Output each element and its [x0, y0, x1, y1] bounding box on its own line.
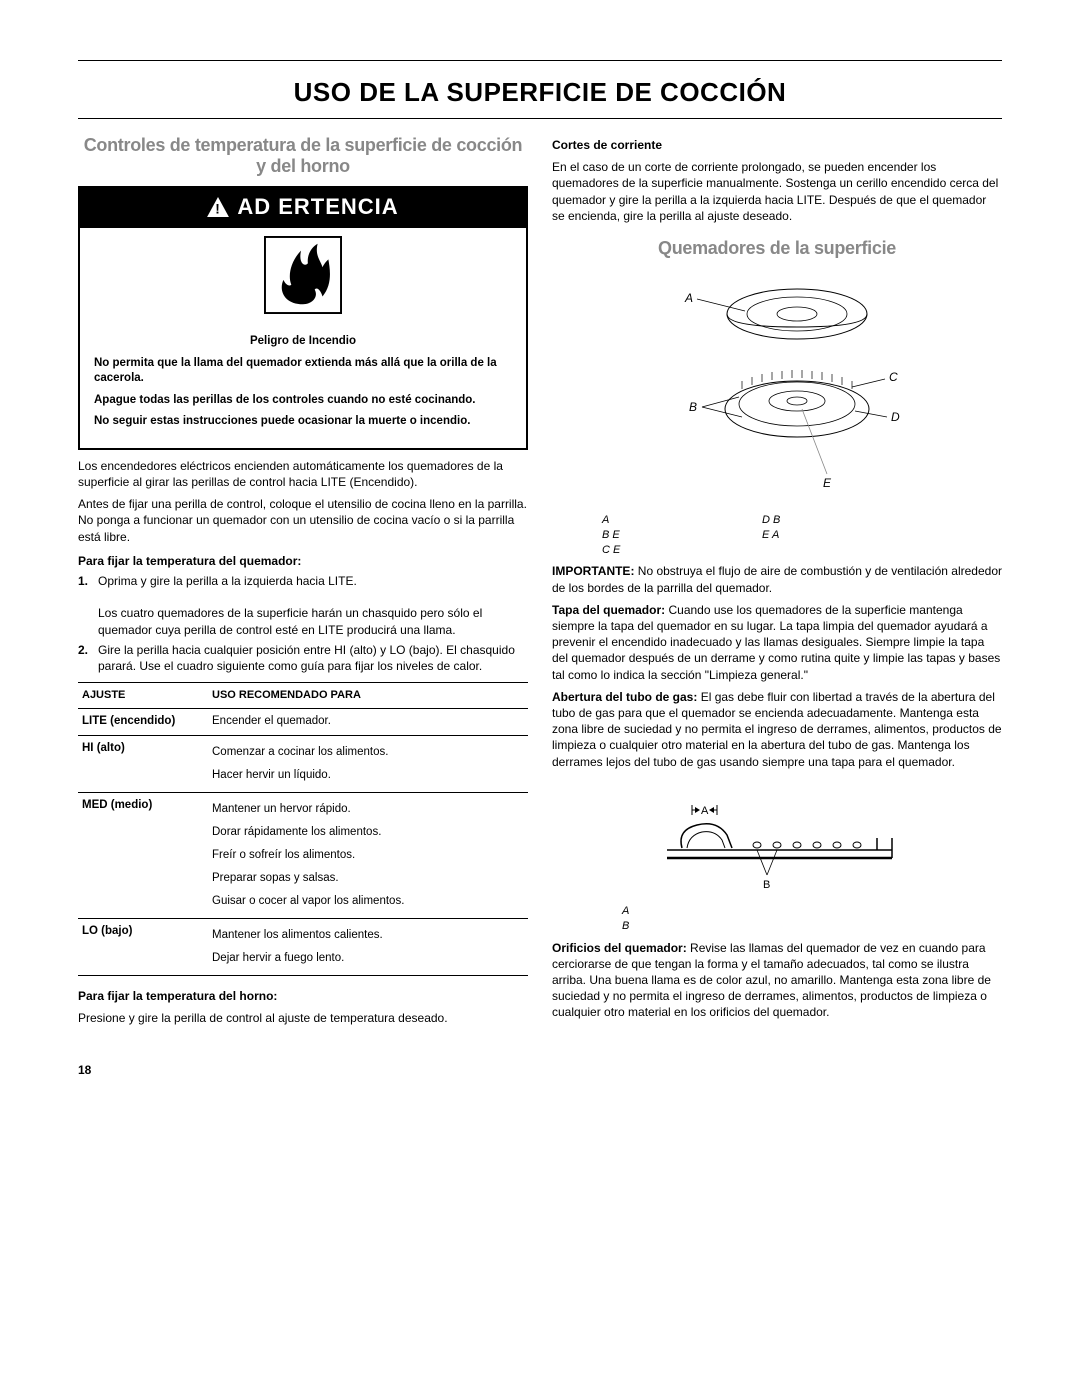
table-cell-setting: LITE (encendido): [78, 709, 208, 736]
table-cell-usage: Mantener un hervor rápido.Dorar rápidame…: [208, 792, 528, 918]
warning-header: ! AD ERTENCIA: [80, 188, 526, 228]
svg-text:!: !: [216, 202, 221, 217]
body-text: Presione y gire la perilla de control al…: [78, 1010, 528, 1026]
body-text: Abertura del tubo de gas: El gas debe fl…: [552, 689, 1002, 770]
table-cell-setting: LO (bajo): [78, 918, 208, 975]
body-text: Los encendedores eléctricos encienden au…: [78, 458, 528, 490]
warning-triangle-icon: !: [207, 197, 229, 217]
burner-diagram: A B C: [552, 269, 1002, 503]
section-heading-controls: Controles de temperatura de la superfici…: [78, 135, 528, 176]
sub-heading: Para fijar la temperatura del horno:: [78, 988, 528, 1004]
table-cell-setting: MED (medio): [78, 792, 208, 918]
body-text: Antes de fijar una perilla de control, c…: [78, 496, 528, 545]
warning-line: Peligro de Incendio: [94, 334, 512, 350]
svg-text:A: A: [684, 291, 693, 305]
page-title: USO DE LA SUPERFICIE DE COCCIÓN: [78, 75, 1002, 110]
table-header: USO RECOMENDADO PARA: [208, 683, 528, 709]
diagram-caption: A B: [622, 904, 1002, 934]
svg-text:C: C: [889, 370, 898, 384]
right-column: Cortes de corriente En el caso de un cor…: [552, 129, 1002, 1032]
diagram-caption: AD B B EE A C E: [602, 513, 1002, 558]
body-text: Tapa del quemador: Cuando use los quemad…: [552, 602, 1002, 683]
list-item: 2. Gire la perilla hacia cualquier posic…: [78, 642, 528, 674]
list-item: 1. Oprima y gire la perilla a la izquier…: [78, 573, 528, 638]
sub-heading: Para fijar la temperatura del quemador:: [78, 553, 528, 569]
svg-text:A: A: [701, 805, 709, 817]
flame-diagram: A B: [552, 780, 1002, 894]
body-text: IMPORTANTE: No obstruya el flujo de aire…: [552, 563, 1002, 595]
settings-table: AJUSTE USO RECOMENDADO PARA LITE (encend…: [78, 682, 528, 975]
fire-icon: [264, 236, 342, 314]
page-number: 18: [78, 1062, 1002, 1078]
warning-box: ! AD ERTENCIA Peligro de Incendio No per…: [78, 186, 528, 449]
svg-text:E: E: [823, 476, 832, 490]
warning-line: No seguir estas instrucciones puede ocas…: [94, 414, 512, 430]
svg-text:D: D: [891, 410, 900, 424]
table-cell-setting: HI (alto): [78, 735, 208, 792]
sub-heading: Cortes de corriente: [552, 137, 1002, 153]
table-cell-usage: Encender el quemador.: [208, 709, 528, 736]
svg-text:B: B: [689, 400, 697, 414]
warning-line: No permita que la llama del quemador ext…: [94, 356, 512, 387]
table-cell-usage: Comenzar a cocinar los alimentos.Hacer h…: [208, 735, 528, 792]
table-header: AJUSTE: [78, 683, 208, 709]
svg-text:B: B: [763, 879, 770, 890]
body-text: Orificios del quemador: Revise las llama…: [552, 940, 1002, 1021]
warning-line: Apague todas las perillas de los control…: [94, 393, 512, 409]
body-text: En el caso de un corte de corriente prol…: [552, 159, 1002, 224]
section-heading-burners: Quemadores de la superficie: [552, 238, 1002, 259]
left-column: Controles de temperatura de la superfici…: [78, 129, 528, 1032]
table-cell-usage: Mantener los alimentos calientes.Dejar h…: [208, 918, 528, 975]
